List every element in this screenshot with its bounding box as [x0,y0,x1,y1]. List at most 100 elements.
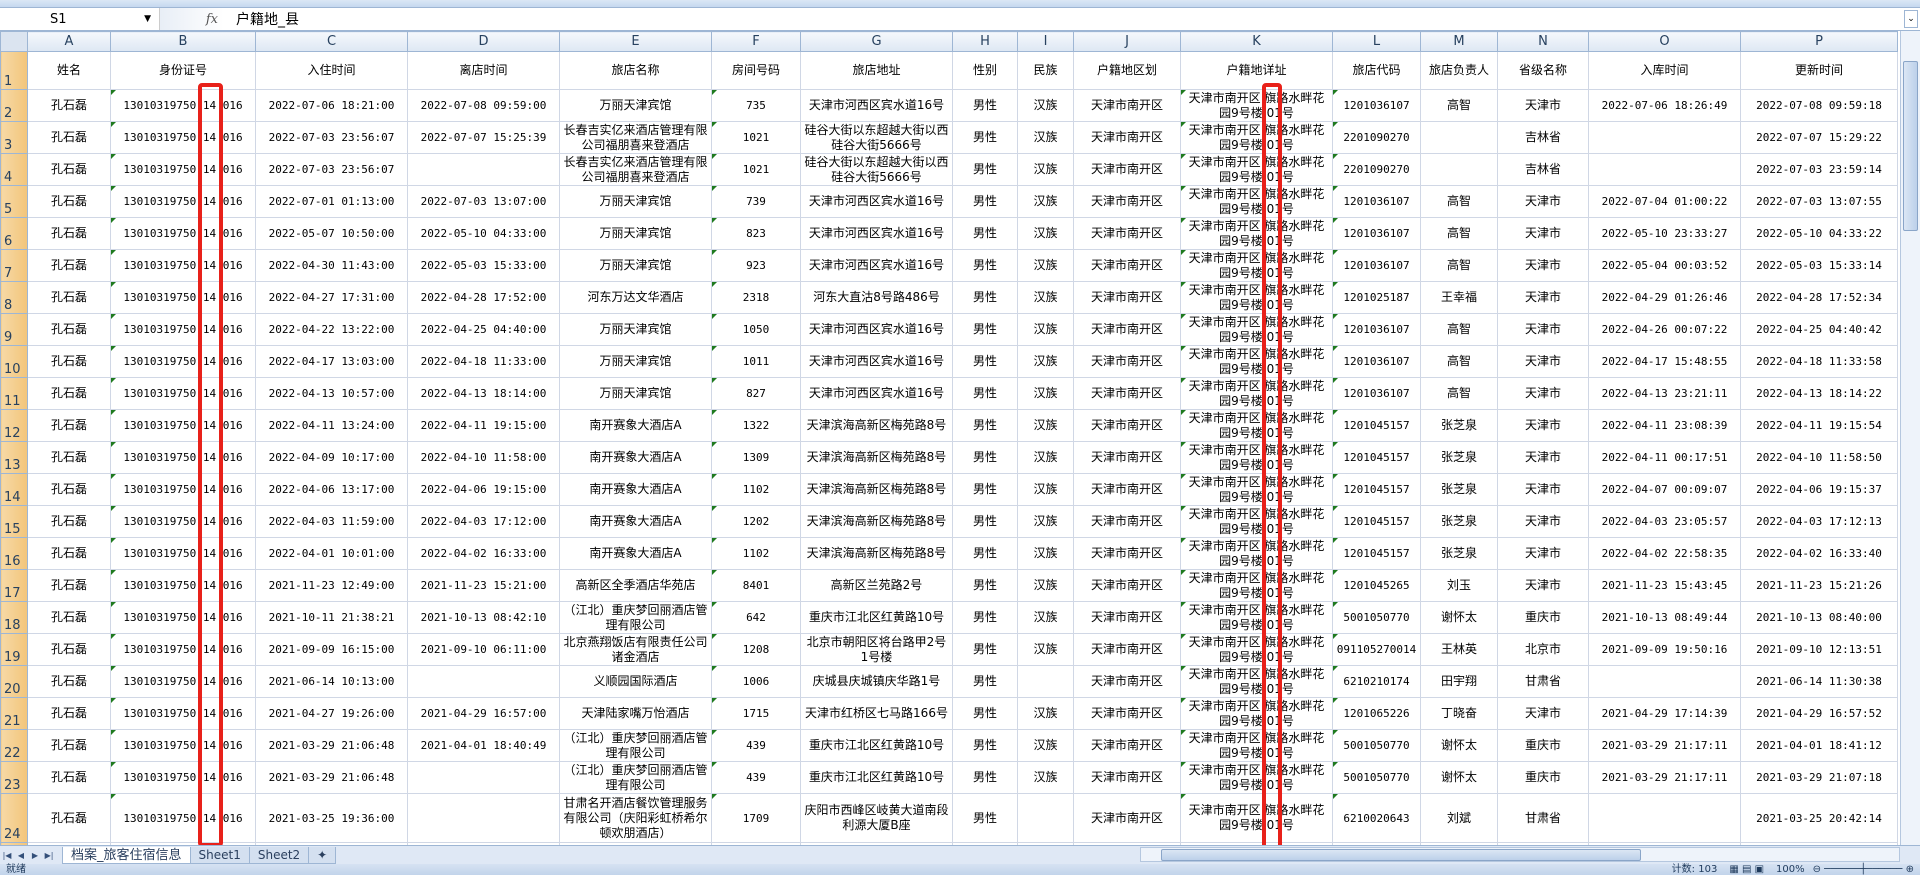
cell[interactable]: 2022-04-26 00:07:22 [1588,313,1741,346]
cell[interactable]: 642 [711,601,801,634]
cell[interactable]: 高智 [1420,89,1498,122]
cell[interactable]: 孔石磊 [27,793,111,843]
cell[interactable]: 2021-03-29 21:06:48 [255,729,408,762]
cell[interactable]: 13010319750 14 016 [110,505,256,538]
cell[interactable]: 天津市南开区 旗路水畔花园9号楼 01号 [1180,345,1333,378]
cell[interactable]: （江北）重庆梦回丽酒店管理有限公司 [559,601,712,634]
cell[interactable]: 男性 [952,601,1018,634]
cell[interactable]: 1709 [711,793,801,843]
cell[interactable]: 硅谷大街以东超越大街以西硅谷大街5666号 [800,153,953,186]
cell[interactable]: 汉族 [1017,89,1074,122]
cell[interactable]: 13010319750 14 016 [110,761,256,794]
cell[interactable]: 天津市河西区宾水道16号 [800,249,953,282]
column-title[interactable]: 旅店名称 [559,51,712,90]
cell[interactable]: 2021-03-25 20:42:14 [1740,793,1898,843]
row-header[interactable]: 9 [0,313,28,346]
cell[interactable]: 天津市南开区 旗路水畔花园9号楼 01号 [1180,409,1333,442]
cell[interactable]: 13010319750 14 016 [110,89,256,122]
cell[interactable]: 13010319750 14 016 [110,697,256,730]
sheet-tab-sheet1[interactable]: Sheet1 [189,846,250,864]
cell[interactable]: 13010319750 14 016 [110,281,256,314]
row-header[interactable]: 13 [0,441,28,474]
cell[interactable]: 男性 [952,697,1018,730]
cell[interactable]: 天津市 [1497,409,1589,442]
cell[interactable]: 汉族 [1017,729,1074,762]
cell[interactable]: 2022-04-25 04:40:42 [1740,313,1898,346]
cell[interactable]: 天津市南开区 [1073,761,1181,794]
cell[interactable]: 2022-04-11 13:24:00 [255,409,408,442]
cell[interactable]: 2022-04-13 23:21:11 [1588,377,1741,410]
cell[interactable]: 孔石磊 [27,601,111,634]
cell[interactable]: 天津市南开区 [1073,217,1181,250]
cell[interactable] [407,793,560,843]
column-header[interactable]: D [407,31,560,52]
cell[interactable]: 汉族 [1017,505,1074,538]
cell[interactable]: 男性 [952,249,1018,282]
cell[interactable]: 2021-10-13 08:40:00 [1740,601,1898,634]
scroll-thumb[interactable] [1903,61,1918,231]
cell[interactable]: 1201036107 [1332,89,1421,122]
cell[interactable]: 天津市南开区 [1073,121,1181,154]
cell[interactable]: 1201036107 [1332,185,1421,218]
scroll-thumb[interactable] [1161,849,1641,861]
cell[interactable]: 天津市 [1497,377,1589,410]
column-header[interactable]: E [559,31,712,52]
cell[interactable]: 2021-03-29 21:07:18 [1740,761,1898,794]
cell[interactable]: 2022-04-03 17:12:00 [407,505,560,538]
cell[interactable]: 孔石磊 [27,697,111,730]
cell[interactable]: 张芝泉 [1420,505,1498,538]
cell[interactable]: 谢怀太 [1420,729,1498,762]
cell[interactable]: 2022-04-29 01:26:46 [1588,281,1741,314]
cell[interactable]: 13010319750 14 016 [110,185,256,218]
cell[interactable]: 2022-04-07 00:09:07 [1588,473,1741,506]
cell[interactable]: 1201036107 [1332,377,1421,410]
column-header[interactable]: P [1740,31,1898,52]
column-title[interactable]: 离店时间 [407,51,560,90]
cell[interactable]: 庆阳市西峰区岐黄大道南段利源大厦B座 [800,793,953,843]
cell[interactable]: 男性 [952,185,1018,218]
cell[interactable]: 2022-04-06 19:15:37 [1740,473,1898,506]
row-header[interactable]: 23 [0,761,28,794]
cell[interactable]: 天津市河西区宾水道16号 [800,377,953,410]
cell[interactable]: 孔石磊 [27,473,111,506]
cell[interactable]: 天津市 [1497,313,1589,346]
cell[interactable]: 天津市南开区 旗路水畔花园9号楼 01号 [1180,89,1333,122]
column-title[interactable]: 旅店地址 [800,51,953,90]
column-title[interactable]: 旅店代码 [1332,51,1421,90]
cell[interactable]: 1201065226 [1332,697,1421,730]
cell[interactable]: 2022-07-07 15:29:22 [1740,121,1898,154]
cell[interactable]: 汉族 [1017,537,1074,570]
cell[interactable]: 2022-04-18 11:33:00 [407,345,560,378]
cell[interactable]: 天津市南开区 旗路水畔花园9号楼 01号 [1180,441,1333,474]
cell[interactable]: 天津市南开区 [1073,281,1181,314]
column-header[interactable]: C [255,31,408,52]
cell[interactable]: 天津市南开区 [1073,185,1181,218]
cell[interactable]: 2022-07-04 01:00:22 [1588,185,1741,218]
cell[interactable] [407,761,560,794]
cell[interactable]: 天津市南开区 [1073,633,1181,666]
sheet-tab-sheet2[interactable]: Sheet2 [248,846,310,864]
cell[interactable]: 男性 [952,729,1018,762]
cell[interactable]: 王幸福 [1420,281,1498,314]
cell[interactable]: 天津市南开区 旗路水畔花园9号楼 01号 [1180,505,1333,538]
cell[interactable]: 孔石磊 [27,121,111,154]
row-header[interactable]: 10 [0,345,28,378]
cell[interactable]: 北京燕翔饭店有限责任公司诸金酒店 [559,633,712,666]
cell[interactable]: 天津市南开区 旗路水畔花园9号楼 01号 [1180,121,1333,154]
cell[interactable]: 孔石磊 [27,313,111,346]
column-header[interactable]: A [27,31,111,52]
cell[interactable]: 2022-05-10 04:33:00 [407,217,560,250]
row-header[interactable]: 11 [0,377,28,410]
cell[interactable]: 2021-11-23 12:49:00 [255,569,408,602]
column-title[interactable]: 户籍地区划 [1073,51,1181,90]
cell[interactable]: 高智 [1420,217,1498,250]
cell[interactable]: 天津市南开区 [1073,665,1181,698]
cell[interactable]: 天津市南开区 [1073,793,1181,843]
cell[interactable]: 天津市南开区 [1073,313,1181,346]
cell[interactable]: 重庆市 [1497,729,1589,762]
row-header[interactable]: 18 [0,601,28,634]
cell[interactable]: 2021-11-23 15:21:26 [1740,569,1898,602]
cell[interactable]: 13010319750 14 016 [110,793,256,843]
cell[interactable]: 天津滨海高新区梅苑路8号 [800,537,953,570]
cell[interactable]: 孔石磊 [27,505,111,538]
